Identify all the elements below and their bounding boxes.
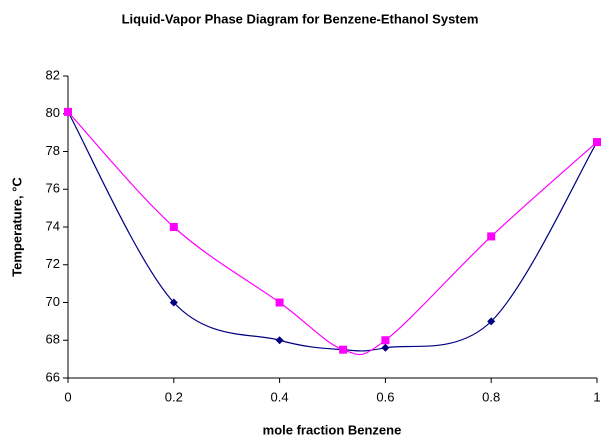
x-tick-label: 0 (64, 389, 71, 404)
x-tick-label: 0.6 (376, 389, 394, 404)
marker (169, 223, 178, 231)
series-line (67, 111, 598, 356)
y-tick-label: 66 (46, 369, 60, 384)
marker (487, 232, 496, 241)
x-tick-label: 1 (593, 389, 600, 404)
x-tick-label: 0.2 (165, 389, 183, 404)
y-tick-label: 76 (46, 181, 60, 196)
y-tick-label: 72 (46, 256, 60, 271)
marker (275, 298, 284, 307)
x-tick-label: 0.4 (271, 389, 289, 404)
x-axis-label: mole fraction Benzene (263, 422, 402, 437)
marker (381, 336, 390, 345)
y-tick-label: 74 (46, 218, 60, 233)
y-tick-label: 70 (46, 294, 60, 309)
x-tick-label: 0.8 (482, 389, 500, 404)
y-tick-label: 80 (46, 105, 60, 120)
y-axis-label: Temperature, °C (9, 177, 24, 277)
y-tick-label: 78 (46, 143, 60, 158)
marker (339, 345, 348, 354)
y-tick-label: 68 (46, 332, 60, 347)
y-tick-label: 82 (46, 67, 60, 82)
marker (381, 343, 390, 352)
marker (64, 107, 72, 116)
marker (275, 336, 284, 345)
marker (169, 298, 178, 307)
marker (487, 317, 496, 326)
marker (593, 138, 601, 147)
chart-title: Liquid-Vapor Phase Diagram for Benzene-E… (122, 11, 479, 26)
series-line (67, 111, 598, 352)
